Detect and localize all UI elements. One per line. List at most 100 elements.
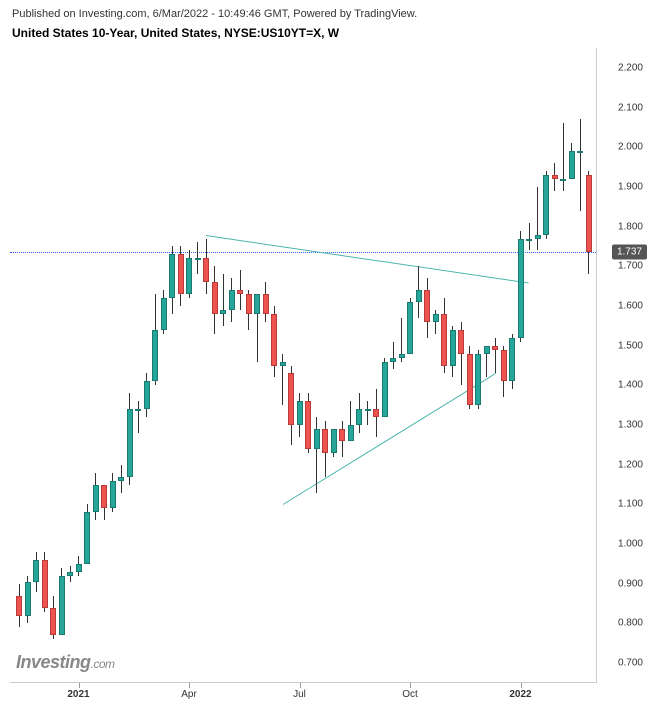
- candle-body: [399, 354, 405, 358]
- x-tick-label: Apr: [181, 689, 197, 700]
- y-tick-label: 0.900: [618, 578, 643, 589]
- candle-wick: [580, 119, 581, 210]
- candle-wick: [138, 401, 139, 433]
- candle-body: [93, 485, 99, 513]
- candle-body: [33, 560, 39, 582]
- candle-body: [458, 330, 464, 354]
- x-tick-mark: [410, 683, 411, 688]
- candle-body: [322, 429, 328, 453]
- current-price-line: [10, 252, 596, 253]
- candle-body: [407, 302, 413, 354]
- candle-body: [16, 596, 22, 616]
- candle-body: [433, 314, 439, 322]
- x-tick-label: Oct: [402, 689, 418, 700]
- candle-body: [509, 338, 515, 382]
- candle-wick: [223, 274, 224, 326]
- candle-body: [560, 179, 566, 181]
- candle-body: [492, 346, 498, 350]
- candle-body: [331, 429, 337, 453]
- candle-body: [552, 175, 558, 179]
- candle-body: [59, 576, 65, 636]
- candle-body: [195, 258, 201, 260]
- candle-body: [450, 330, 456, 366]
- candle-body: [50, 608, 56, 636]
- candle-body: [501, 350, 507, 382]
- candle-body: [356, 409, 362, 425]
- candle-body: [110, 481, 116, 509]
- y-tick-label: 1.500: [618, 340, 643, 351]
- candle-body: [305, 401, 311, 449]
- candle-wick: [537, 187, 538, 251]
- candle-wick: [367, 401, 368, 425]
- candle-wick: [393, 342, 394, 370]
- candle-body: [246, 294, 252, 314]
- candle-body: [390, 358, 396, 362]
- y-tick-label: 1.800: [618, 221, 643, 232]
- logo-suffix: .com: [91, 657, 115, 671]
- current-price-label: 1.737: [612, 244, 647, 259]
- candle-body: [178, 254, 184, 294]
- candle-body: [475, 354, 481, 406]
- candle-body: [220, 310, 226, 314]
- candlestick-chart[interactable]: [10, 48, 597, 683]
- candle-body: [127, 409, 133, 476]
- candle-wick: [529, 223, 530, 251]
- x-tick-label: Jul: [293, 689, 306, 700]
- candle-body: [416, 290, 422, 302]
- candle-body: [288, 373, 294, 425]
- y-tick-label: 2.000: [618, 142, 643, 153]
- candle-body: [25, 582, 31, 616]
- candle-body: [382, 362, 388, 418]
- x-tick-mark: [79, 683, 80, 688]
- x-axis: 2021AprJulOct2022: [10, 683, 597, 709]
- candle-body: [118, 477, 124, 481]
- y-tick-label: 0.800: [618, 618, 643, 629]
- title-text: United States 10-Year, United States, NY…: [12, 26, 339, 40]
- y-tick-label: 2.200: [618, 62, 643, 73]
- y-tick-label: 0.700: [618, 658, 643, 669]
- publish-header: Published on Investing.com, 6/Mar/2022 -…: [0, 0, 649, 24]
- candle-body: [297, 401, 303, 425]
- candle-body: [76, 564, 82, 572]
- candle-body: [135, 409, 141, 411]
- y-tick-label: 1.700: [618, 261, 643, 272]
- y-tick-label: 1.000: [618, 539, 643, 550]
- x-tick-mark: [189, 683, 190, 688]
- candle-body: [186, 258, 192, 294]
- candle-body: [280, 362, 286, 366]
- chart-title: United States 10-Year, United States, NY…: [0, 24, 649, 46]
- candle-body: [373, 409, 379, 417]
- candle-body: [229, 290, 235, 310]
- candle-body: [467, 354, 473, 406]
- candle-body: [314, 429, 320, 449]
- candle-body: [263, 294, 269, 314]
- logo-name: Investing: [16, 652, 91, 672]
- candle-body: [254, 294, 260, 314]
- candle-body: [441, 314, 447, 366]
- candle-body: [212, 282, 218, 314]
- candle-body: [569, 151, 575, 179]
- y-tick-label: 1.600: [618, 300, 643, 311]
- candle-body: [84, 512, 90, 564]
- x-tick-mark: [300, 683, 301, 688]
- candle-body: [535, 235, 541, 239]
- y-tick-label: 1.900: [618, 181, 643, 192]
- y-tick-label: 2.100: [618, 102, 643, 113]
- candle-body: [237, 290, 243, 294]
- candle-body: [144, 381, 150, 409]
- trend-line: [206, 235, 529, 284]
- candle-body: [526, 239, 532, 241]
- x-tick-label: 2021: [67, 689, 89, 700]
- candle-body: [271, 314, 277, 366]
- y-tick-label: 1.100: [618, 499, 643, 510]
- candle-body: [101, 485, 107, 509]
- candle-body: [543, 175, 549, 235]
- candle-body: [203, 258, 209, 282]
- candle-body: [152, 330, 158, 382]
- candle-body: [365, 409, 371, 411]
- candle-body: [42, 560, 48, 608]
- candle-wick: [495, 338, 496, 374]
- candle-body: [339, 429, 345, 441]
- y-tick-label: 1.300: [618, 420, 643, 431]
- candle-body: [348, 425, 354, 441]
